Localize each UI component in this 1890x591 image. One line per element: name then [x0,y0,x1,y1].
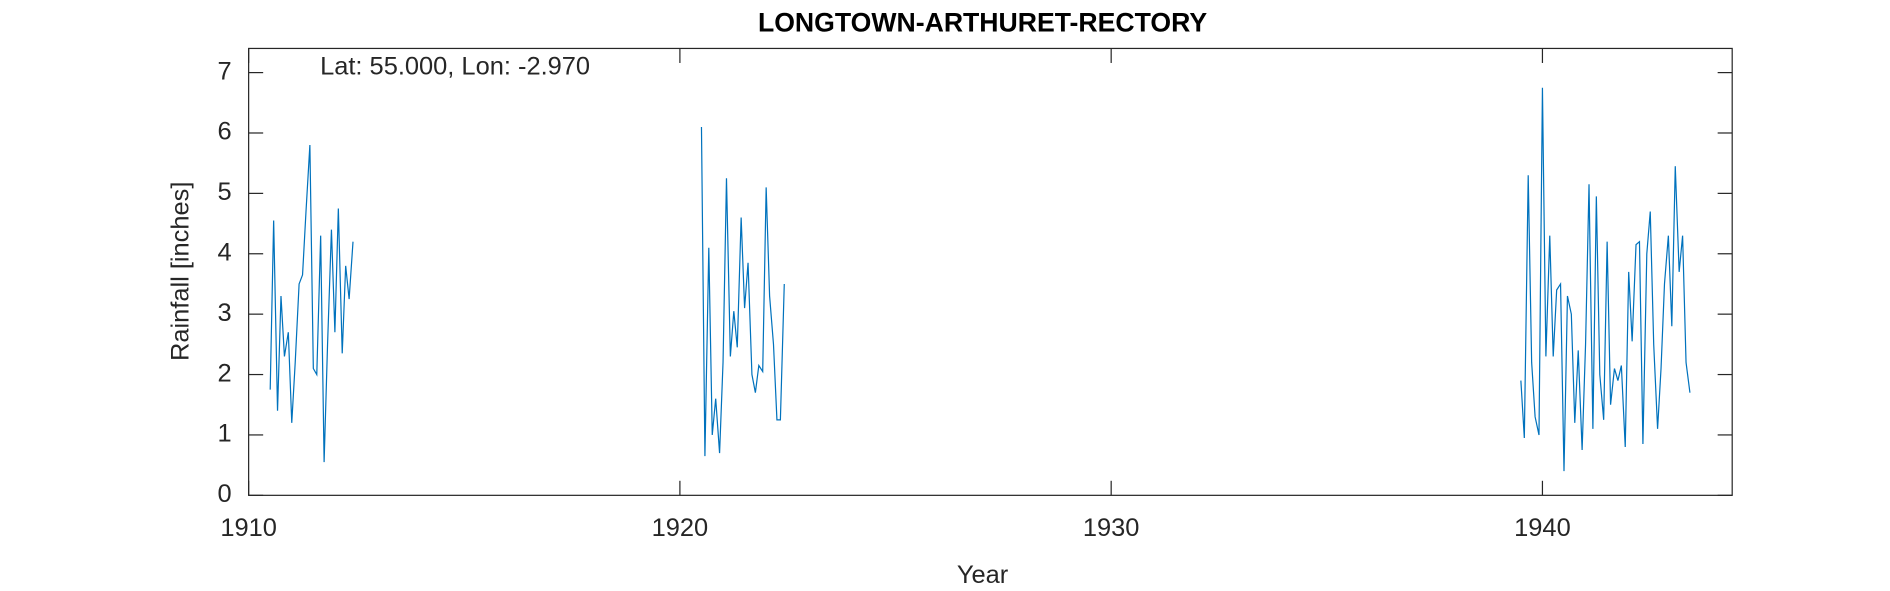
annotation: Lat: 55.000, Lon: -2.970 [320,53,590,81]
y-tick-label: 5 [218,178,232,206]
y-tick-label: 1 [218,420,232,448]
y-tick-label: 2 [218,359,232,387]
x-tick-label: 1910 [220,514,277,542]
y-tick-label: 4 [218,238,232,266]
y-tick-label: 0 [218,480,232,508]
x-tick-label: 1920 [652,514,709,542]
x-axis-label: Year [957,561,1009,589]
y-tick-label: 7 [218,57,232,85]
plot-frame [248,47,1733,496]
y-tick-label: 3 [218,299,232,327]
x-tick-label: 1940 [1514,514,1571,542]
data-line [269,87,1691,472]
y-axis-label: Rainfall [inches] [167,182,195,361]
x-tick-label: 1930 [1083,514,1140,542]
chart-title: LONGTOWN-ARTHURET-RECTORY [758,7,1207,37]
y-tick-label: 6 [218,118,232,146]
